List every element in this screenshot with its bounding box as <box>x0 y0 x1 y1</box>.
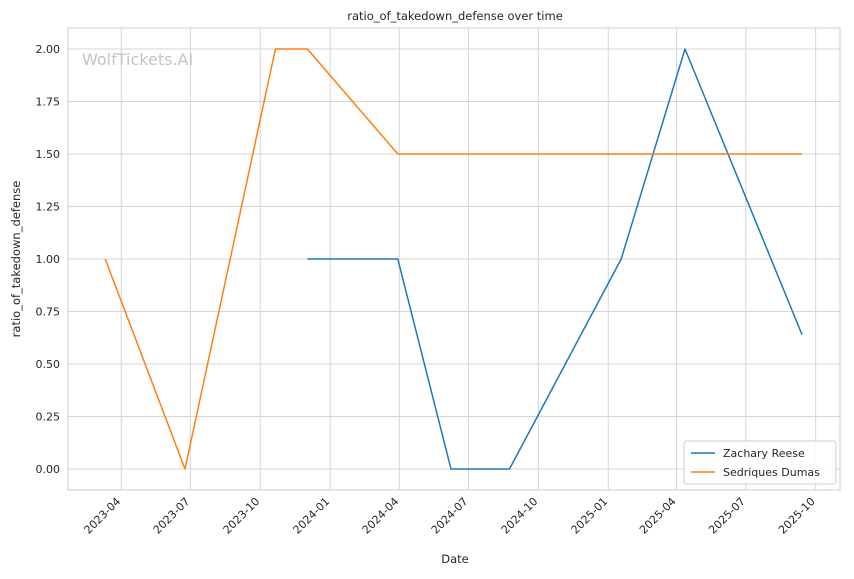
x-tick-label: 2024-04 <box>360 495 402 537</box>
y-tick-label: 1.75 <box>36 96 61 109</box>
y-tick-label: 1.00 <box>36 253 61 266</box>
x-tick-label: 2025-04 <box>637 495 679 537</box>
y-tick-label: 1.25 <box>36 201 61 214</box>
watermark: WolfTickets.AI <box>82 50 193 69</box>
y-tick-label: 0.75 <box>36 306 61 319</box>
x-axis-title: Date <box>441 552 469 566</box>
y-tick-label: 0.00 <box>36 463 61 476</box>
x-tick-label: 2024-01 <box>291 495 333 537</box>
y-tick-label: 2.00 <box>36 43 61 56</box>
y-tick-label: 0.25 <box>36 411 61 424</box>
x-tick-label: 2025-10 <box>776 495 818 537</box>
x-tick-label: 2025-07 <box>706 495 748 537</box>
chart-title: ratio_of_takedown_defense over time <box>347 9 563 23</box>
x-tick-label: 2024-10 <box>499 495 541 537</box>
series-line-zachary-reese <box>307 48 803 470</box>
legend-label-sedriques-dumas: Sedriques Dumas <box>723 466 820 479</box>
y-tick-label: 1.50 <box>36 148 61 161</box>
x-tick-label: 2023-07 <box>151 495 193 537</box>
legend: Zachary Reese Sedriques Dumas <box>683 440 837 485</box>
legend-label-zachary-reese: Zachary Reese <box>723 447 805 460</box>
x-tick-label: 2023-10 <box>221 495 263 537</box>
y-tick-label: 0.50 <box>36 358 61 371</box>
x-tick-label: 2025-01 <box>569 495 611 537</box>
series-lines <box>104 48 803 470</box>
x-tick-label: 2024-07 <box>429 495 471 537</box>
x-tick-label: 2023-04 <box>82 495 124 537</box>
legend-box <box>683 440 837 485</box>
y-axis-title: ratio_of_takedown_defense <box>9 181 23 338</box>
series-line-sedriques-dumas <box>104 48 802 470</box>
